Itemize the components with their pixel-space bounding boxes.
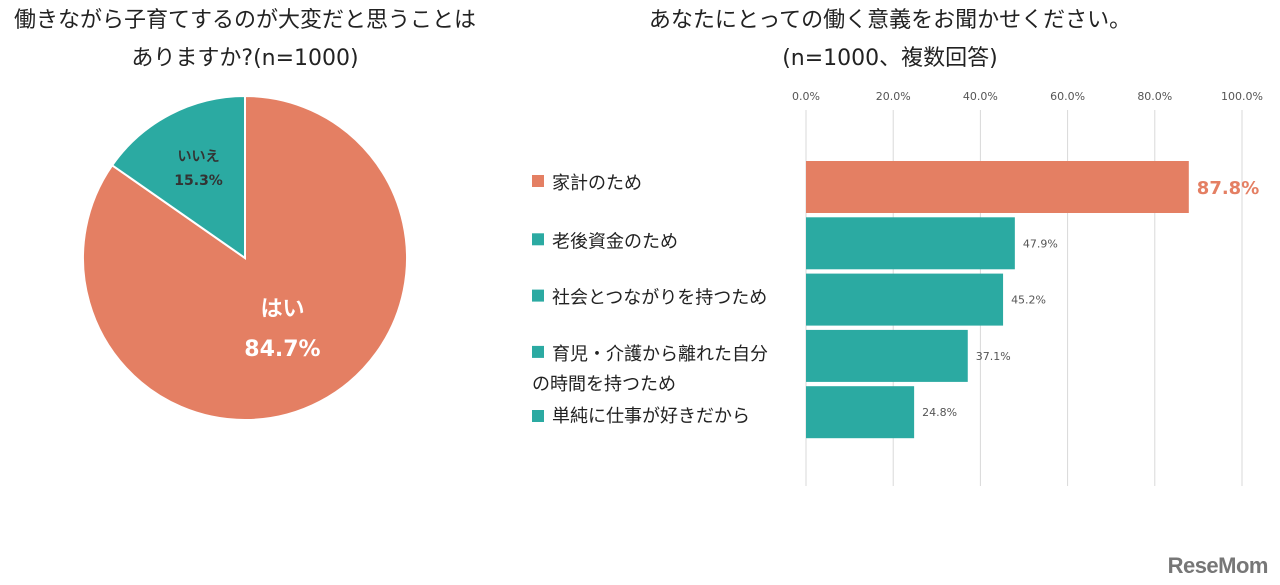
x-tick-label: 100.0% — [1221, 90, 1263, 103]
category-label: 単純に仕事が好きだから — [552, 406, 750, 427]
pie-slice — [110, 94, 246, 260]
pie-title-line1: 働きながら子育てするのが大変だと思うことは — [13, 8, 476, 33]
pie-label: いいえ — [178, 149, 220, 165]
x-tick-label: 60.0% — [1050, 90, 1085, 103]
bar-value-label: 45.2% — [1011, 294, 1046, 307]
legend-marker — [532, 175, 544, 187]
legend-marker — [532, 410, 544, 422]
bar — [806, 217, 1015, 270]
pie-label: はい — [260, 297, 304, 322]
pie-title-line2: ありますか?(n=1000) — [131, 46, 359, 71]
pie-value-label: 84.7% — [244, 337, 320, 362]
resemom-logo: ReseMom — [1167, 553, 1269, 578]
bar-title-line1: あなたにとっての働く意義をお聞かせください。 — [648, 8, 1132, 33]
legend-marker — [532, 289, 544, 302]
bar — [806, 161, 1189, 213]
category-label: 育児・介護から離れた自分 — [552, 344, 768, 365]
x-tick-label: 80.0% — [1137, 90, 1172, 103]
bar-title: あなたにとっての働く意義をお聞かせください。 (n=1000、複数回答) — [560, 2, 1220, 78]
bar-value-label: 47.9% — [1023, 237, 1058, 250]
bar-value-label: 87.8% — [1197, 178, 1259, 199]
legend-marker — [532, 233, 544, 246]
bar — [806, 273, 1004, 326]
bar-value-label: 37.1% — [976, 350, 1011, 363]
bar-value-label: 24.8% — [922, 406, 957, 419]
x-tick-label: 40.0% — [963, 90, 998, 103]
category-label: 家計のため — [552, 173, 642, 194]
category-label: 社会とつながりを持つため — [552, 288, 767, 309]
bar — [806, 386, 915, 439]
legend-marker — [532, 345, 544, 358]
category-label: の時間を持つため — [532, 374, 676, 395]
bar-title-line2: (n=1000、複数回答) — [782, 46, 998, 71]
x-tick-label: 0.0% — [792, 90, 820, 103]
bar — [806, 329, 968, 382]
pie-value-label: 15.3% — [174, 173, 223, 189]
x-tick-label: 20.0% — [876, 90, 911, 103]
category-label: 老後資金のため — [552, 231, 678, 252]
pie-title: 働きながら子育てするのが大変だと思うことは ありますか?(n=1000) — [0, 2, 490, 78]
